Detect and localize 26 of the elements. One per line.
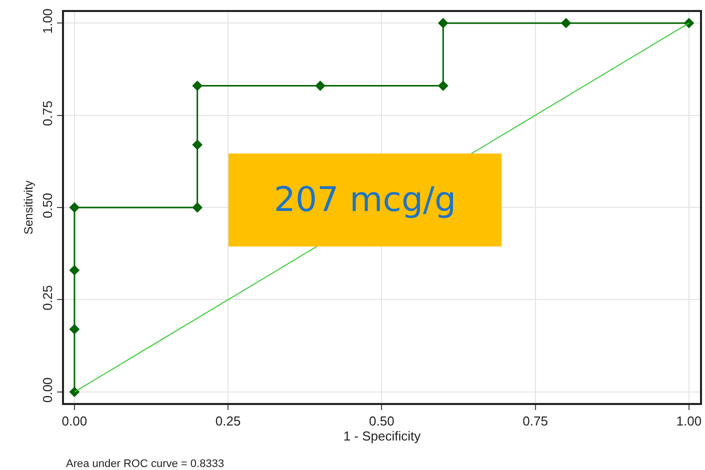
point [315, 80, 326, 91]
point [69, 386, 80, 398]
point [69, 265, 80, 276]
y-tick-label: 1.00 [40, 8, 55, 34]
y-tick-label: 0.50 [40, 192, 55, 218]
x-tick-label: 1.00 [676, 414, 702, 429]
point [192, 202, 203, 213]
x-tick-label: 0.75 [522, 414, 548, 429]
point [69, 324, 80, 334]
point [438, 18, 448, 28]
x-tick-label: 0.50 [369, 414, 394, 429]
point [69, 202, 80, 213]
x-tick-label: 0.00 [62, 414, 88, 429]
point [438, 80, 448, 91]
annotation: 207 mcg/g [274, 180, 456, 220]
y-tick-label: 0.25 [40, 285, 55, 310]
point [684, 18, 694, 28]
point [560, 18, 572, 28]
point [192, 140, 203, 150]
x-tick-label: 0.25 [215, 414, 241, 429]
y-tick-label: 0.00 [40, 377, 55, 403]
x-axis-title: 1 - Specificity [343, 428, 422, 444]
y-axis-title: Sensitivity [22, 180, 36, 235]
y-tick-label: 0.75 [40, 100, 55, 126]
point [192, 80, 203, 91]
text: Area under ROC curve = 0.8333 [66, 458, 224, 470]
